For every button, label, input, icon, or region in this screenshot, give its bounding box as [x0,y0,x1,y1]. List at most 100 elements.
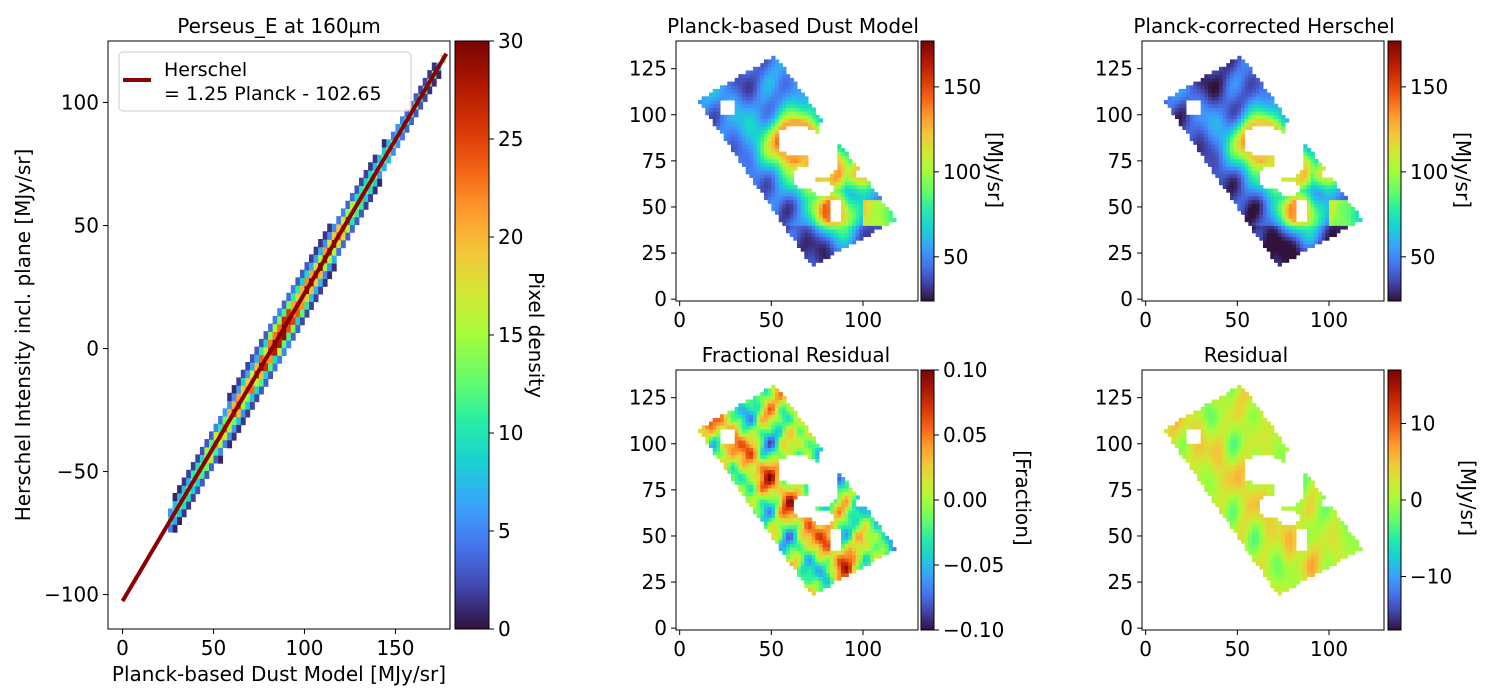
map-pixel [800,107,805,112]
map-pixel [767,136,772,142]
density-cell [345,208,351,217]
map-pixel [1248,432,1253,437]
map-pixel [1252,207,1257,212]
map-pixel [841,484,846,489]
map-corrected-colorbar [1387,40,1402,302]
map-pixel [793,451,798,456]
map-pixel [756,114,761,119]
map-pixel [723,447,728,452]
map-pixel [734,140,739,145]
map-pixel [749,100,754,105]
map-pixel [848,495,853,500]
map-pixel [1266,199,1271,204]
map-pixel [1307,550,1312,555]
map-pixel [767,129,772,134]
map-pixel [1182,436,1187,441]
map-pixel [1241,425,1246,430]
map-pixel [1299,576,1304,581]
map-pixel [745,103,750,108]
map-pixel [822,218,827,223]
map-pixel [811,192,816,197]
x-tick-label: 0 [673,308,686,332]
map-pixel [778,188,783,193]
map-pixel [1299,502,1304,507]
map-pixel [837,491,842,496]
map-pixel [727,410,732,415]
map-pixel [1193,140,1198,145]
map-pixel [874,214,879,219]
map-pixel [753,440,758,445]
map-pixel [764,184,769,189]
map-pixel [1222,136,1227,142]
map-pixel [833,521,838,526]
map-pixel [789,406,794,412]
map-pixel [1266,451,1271,456]
map-pixel [888,547,893,552]
map-pixel [841,565,846,570]
map-pixel [1255,488,1260,493]
map-pixel [848,528,853,533]
map-pixel [1171,429,1176,434]
map-pixel [1347,221,1352,226]
map-pixel [1314,236,1319,241]
map-pixel [1197,417,1202,423]
map-pixel [764,524,769,530]
map-pixel [1321,528,1326,533]
map-pixel [749,406,754,412]
map-pixel [778,125,783,130]
map-pixel [848,225,853,230]
scatter-panel: Perseus_E at 160µm 0 50 100 150 −100−500501… [11,14,548,686]
map-pixel [1318,232,1323,237]
map-pixel [837,550,842,555]
map-pixel [1299,195,1304,201]
map-pixel [859,521,864,526]
map-pixel [797,214,802,219]
map-pixel [1197,96,1202,101]
map-pixel [1237,440,1242,445]
density-cell [240,369,246,378]
map-pixel [1226,488,1231,493]
map-pixel [1343,203,1348,208]
map-pixel [859,232,864,237]
map-pixel [1178,451,1183,456]
map-pixel [742,417,747,423]
map-pixel [709,436,714,441]
map-pixel [793,232,798,237]
map-pixel [1307,569,1312,574]
map-pixel [804,572,809,577]
map-pixel [1263,225,1268,230]
map-pixel [1241,506,1246,511]
map-pixel [1277,207,1282,212]
map-pixel [866,547,871,552]
map-pixel [756,469,761,474]
map-pixel [1226,432,1231,437]
map-pixel [1270,232,1275,237]
map-pixel [874,218,879,223]
map-pixel [848,192,853,197]
map-pixel [1197,144,1202,149]
map-pixel [1310,550,1315,555]
map-pixel [848,162,853,167]
map-pixel [760,414,765,419]
map-pixel [1219,462,1224,467]
map-pixel [1329,221,1334,226]
map-pixel [1182,440,1187,445]
map-pixel [1211,499,1216,504]
map-pixel [789,488,794,493]
map-pixel [1219,125,1224,130]
map-pixel [833,173,838,178]
map-pixel [1193,118,1198,123]
map-pixel [1211,92,1216,97]
map-pixel [771,55,776,60]
map-pixel [1343,221,1348,226]
map-pixel [756,74,761,79]
map-pixel [760,151,765,156]
map-pixel [1263,554,1268,559]
map-pixel [815,225,820,230]
map-pixel [1321,232,1326,237]
map-pixel [811,528,816,533]
map-pixel [1233,159,1238,164]
map-pixel [1211,77,1216,83]
map-pixel [1299,524,1304,530]
map-pixel [837,569,842,574]
